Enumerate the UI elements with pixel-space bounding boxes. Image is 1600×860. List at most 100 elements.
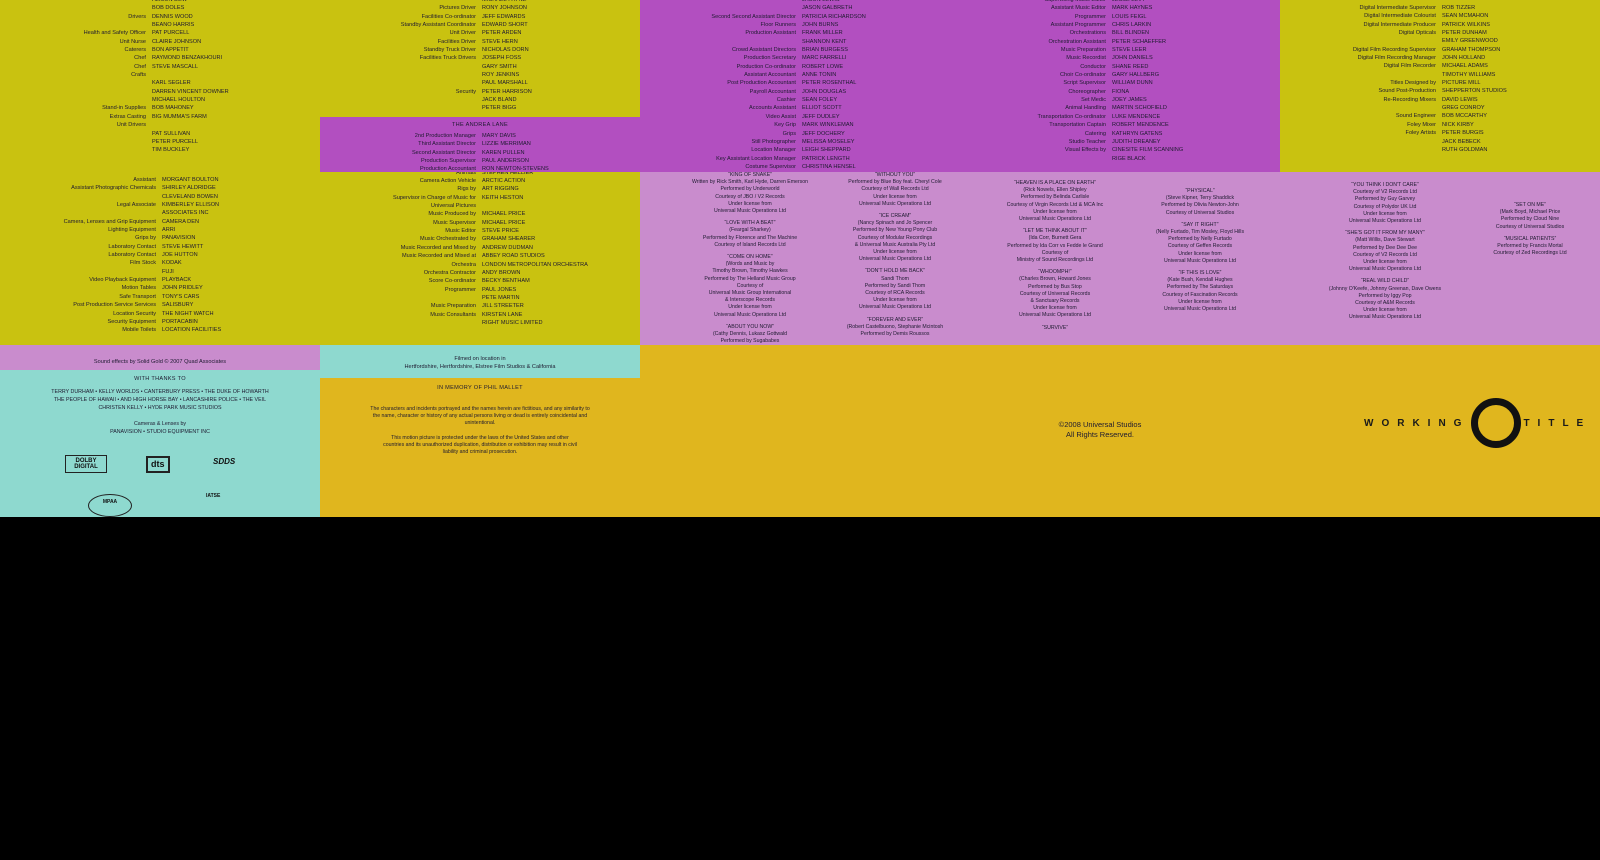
credit-row: Set Medic JOEY JAMES <box>960 96 1270 104</box>
credit-row: RIGHT MUSIC LIMITED <box>320 319 640 327</box>
song-title: “SHE'S GOT IT FROM MY MANY” <box>1345 230 1425 237</box>
credits-panel-disclaimer: IN MEMORY OF PHIL MALLET The characters … <box>320 378 640 517</box>
working-title-logo: WORKING TITLE <box>1364 398 1591 448</box>
song-credit-line: Courtesy of Universal Studios <box>1495 223 1565 230</box>
credit-role: Digital Intermediate Supervisor <box>1359 5 1436 11</box>
song-credit-line: Performed by Sugababes <box>720 338 780 345</box>
credit-name: JOHN DOUGLAS <box>802 88 847 95</box>
credit-row: Chef STEVE MASCALL <box>0 63 310 71</box>
credits-column: MICHAEL PAYNE Pictures Driver RONY JOHNSON… <box>320 0 640 113</box>
credit-name: ROBERT LOWE <box>802 63 844 70</box>
credit-name: KATHRYN GATENS <box>1112 130 1163 137</box>
credit-role: Second Second Assistant Director <box>711 13 796 20</box>
credit-name: RIGHT MUSIC LIMITED <box>482 319 543 326</box>
song-credit-line: Performed by Dee Dee Dee <box>1352 244 1417 251</box>
song-credit: “ICE CREAM” (Nancy Spinach and Jo Spencer… <box>820 213 970 263</box>
song-credit-line: Ministry of Sound Recordings Ltd <box>1016 257 1094 264</box>
credit-name: JOE HUTTON <box>162 252 198 259</box>
credit-name: MORGANT BOULTON <box>162 177 219 183</box>
song-credit-line: (Words and Music by <box>725 261 775 268</box>
credit-role: Catering <box>1084 130 1106 137</box>
song-credit-line: Courtesy of <box>736 282 764 289</box>
credit-role: Grips <box>782 130 796 137</box>
credit-name: ANDREW DUDMAN <box>482 244 533 251</box>
credit-row: RIGE BLACK <box>960 155 1270 163</box>
credits-panel-crew-3: JASON LEWIS JASON GALBRETH Second Second A… <box>640 0 960 172</box>
credit-row: Second Second Assistant Director PATRICIA… <box>640 13 960 21</box>
credit-row: Script Supervisor WILLIAM DUNN <box>960 79 1270 87</box>
credit-role: Script Supervisor <box>1063 80 1106 87</box>
credit-name: JESSE LEVY <box>1112 0 1146 3</box>
credit-name: MARK WINKLEMAN <box>802 122 854 129</box>
credit-row: Digital Intermediate Producer PATRICK WIL… <box>1280 21 1600 29</box>
iatse-logo: IATSE <box>206 493 221 499</box>
credit-role: Video Assist <box>765 113 796 120</box>
mpaa-logo: MPAA <box>88 494 132 517</box>
credit-name: LOUIS FEIGL <box>1112 13 1147 20</box>
credits-column: Supervising Music Editor JESSE LEVY Assist… <box>960 0 1270 163</box>
credit-name: PETER PURCELL <box>152 138 199 145</box>
song-credit-line: Universal Music Operations Ltd <box>858 200 932 207</box>
memory-line: IN MEMORY OF PHIL MALLET <box>437 385 523 391</box>
credit-role: Unit Drivers <box>116 122 146 129</box>
copyright-line: All Rights Reserved. <box>1066 430 1134 439</box>
credit-row: Key Grip MARK WINKLEMAN <box>640 121 960 129</box>
credit-name: ALISON DEW <box>152 0 188 3</box>
credit-row: Music Recordist JOHN DANIELS <box>960 54 1270 62</box>
credit-role: Pictures Driver <box>439 5 476 12</box>
song-credit: “LET ME THINK ABOUT IT” (Ida Corr, Burnet… <box>980 228 1130 264</box>
song-title: “HEAVEN IS A PLACE ON EARTH” <box>1014 180 1096 186</box>
song-credit-line: Performed by Bus Stop <box>1028 283 1082 290</box>
credit-name: STEPHEN HELLIER <box>482 172 534 176</box>
credit-role: Key Grip <box>774 122 796 129</box>
credit-name: PATRICK WILKINS <box>1442 21 1490 28</box>
song-credit-line: & Interscope Records <box>725 297 775 304</box>
credit-role: Transportation Co-ordinator <box>1037 113 1106 120</box>
credit-row: PETER BIGG <box>320 104 640 112</box>
credit-role: Unit Driver <box>449 30 476 37</box>
song-credit-line: Performed by The Helland Music Group <box>704 275 796 282</box>
credit-row: Assistant Accountant ANNE TONIN <box>640 71 960 79</box>
credit-row: Foley Artists PETER BURGIS <box>1280 129 1600 137</box>
credit-row: Laboratory Contact JOE HUTTON <box>0 251 320 259</box>
song-credit-line: (Charles Brown, Howard Jones <box>1019 276 1091 283</box>
song-credit-line: (Ida Corr, Burnett Gera <box>1028 235 1082 242</box>
credit-row: Choir Co-ordinator GARY HALLBERG <box>960 71 1270 79</box>
songs-column-1: “KING OF SNAKE” Written by Rick Smith, Ka… <box>680 172 820 345</box>
song-credit-line: (Kate Bush, Kendall Hughes <box>1167 277 1233 284</box>
credit-row: Digital Opticals PETER DUNHAM <box>1280 29 1600 37</box>
credit-name: CHRIS LARKIN <box>1112 22 1152 29</box>
credit-name: BECKY BENTHAM <box>482 278 530 285</box>
credits-heading: THE ANDREA LANE <box>451 122 509 128</box>
credit-name: JOHN HOLLAND <box>1442 55 1486 62</box>
credit-row: DARREN VINCENT DOWNER <box>0 88 310 96</box>
credit-name: PAUL ANDERSON <box>482 158 529 165</box>
credit-name: STEVE PRICE <box>482 228 519 235</box>
credit-role: Programmer <box>444 286 476 293</box>
credit-name: TIMOTHY WILLIAMS <box>1442 71 1496 78</box>
credit-role: Orchestration Assistant <box>1048 38 1106 45</box>
song-credit-line: Courtesy of Geffen Records <box>1167 243 1233 250</box>
credits-panel-crew-4: Supervising Music Editor JESSE LEVY Assist… <box>960 0 1280 172</box>
credit-name: CHRISTINA HENSEL <box>802 163 856 170</box>
credit-role: Music Recordist <box>1066 55 1106 62</box>
credit-name: LONDON METROPOLITAN ORCHESTRA <box>482 261 588 268</box>
credit-name: JASON LEWIS <box>802 0 840 3</box>
credit-role: Score Co-ordinator <box>428 278 476 285</box>
credit-row: Laboratory Contact STEVE HEWITT <box>0 243 320 251</box>
credit-row: Music Produced by MICHAEL PRICE <box>320 210 640 218</box>
credit-name: SEAN FOLEY <box>802 97 838 104</box>
song-credit: “HEAVEN IS A PLACE ON EARTH” (Rick Nowels… <box>980 180 1130 223</box>
credit-row: RUTH GOLDMAN <box>1280 146 1600 154</box>
song-credit-line: Universal Music Operations Ltd <box>713 311 787 318</box>
credit-row: JASON GALBRETH <box>640 4 960 12</box>
credits-panel-songs-2: “YOU THINK I DON'T CARE” Courtesy of V2 R… <box>1280 172 1600 345</box>
song-credit-line: Under license from <box>873 193 917 200</box>
song-credit-line: Courtesy of Virgin Records Ltd & MCA Inc <box>1006 201 1104 208</box>
credit-name: BON APPETIT <box>152 47 189 54</box>
song-credit-line: (Nelly Furtado, Tim Mosley, Floyd Hills <box>1155 229 1245 236</box>
song-credit-line: Courtesy of V2 Records Ltd <box>1353 251 1417 258</box>
credit-name: CAMERA DEN <box>162 218 199 225</box>
credit-name: EMILY GREENWOOD <box>1442 38 1498 45</box>
song-credit-line: Courtesy of Universal Studios <box>1165 209 1235 216</box>
